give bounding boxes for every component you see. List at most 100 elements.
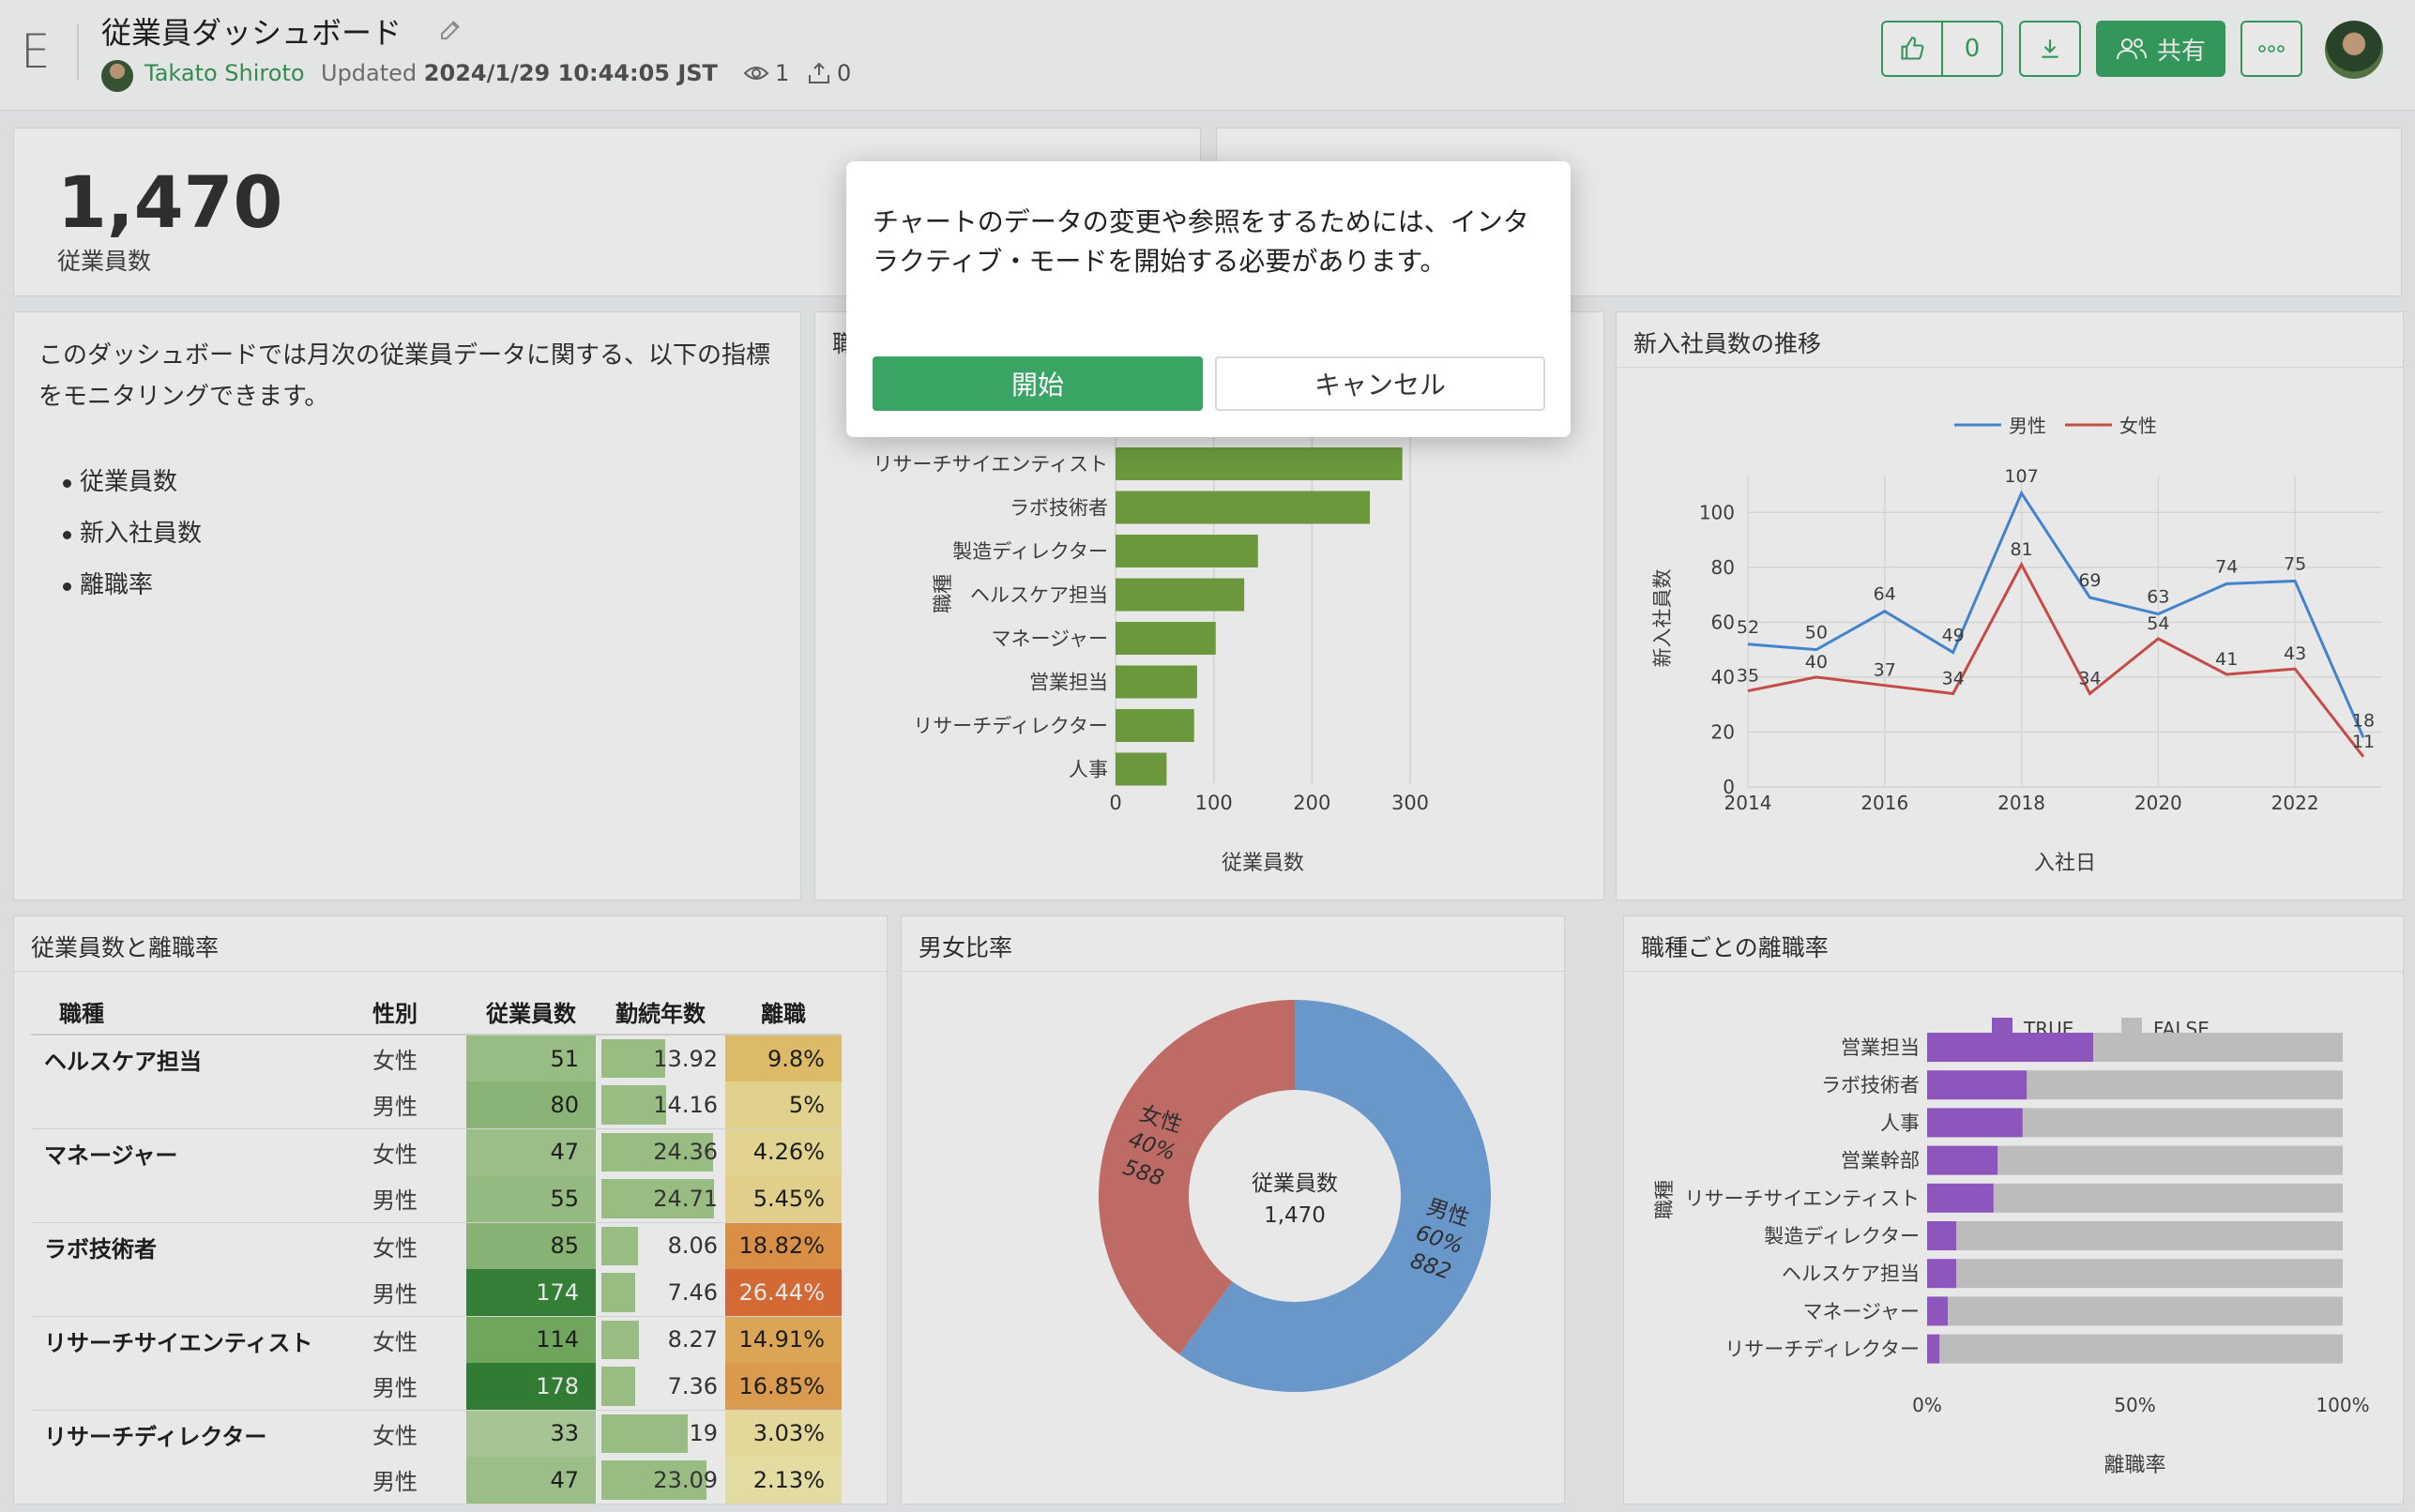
cell-years: 23.09 xyxy=(596,1457,725,1504)
cell-sex: 女性 xyxy=(372,1328,418,1355)
donut-center-label: 従業員数 xyxy=(1252,1172,1338,1196)
bar[interactable] xyxy=(1116,622,1216,655)
cell-sex: 男性 xyxy=(357,1457,466,1504)
bar-segment[interactable] xyxy=(2093,1033,2343,1062)
cell-count: 85 xyxy=(466,1222,596,1269)
cell-attrition: 18.82% xyxy=(725,1222,842,1269)
x-tick-label: 2020 xyxy=(2134,792,2182,814)
bar-segment[interactable] xyxy=(1927,1108,2023,1138)
bar[interactable] xyxy=(1116,709,1194,742)
bar-segment[interactable] xyxy=(1927,1033,2094,1062)
years-bar xyxy=(601,1226,638,1265)
user-avatar[interactable] xyxy=(2325,21,2383,79)
legend-label[interactable]: 女性 xyxy=(2119,415,2157,437)
cell-sex: 男性 xyxy=(357,1175,466,1223)
years-value: 7.36 xyxy=(667,1372,718,1399)
download-button[interactable] xyxy=(2019,21,2081,77)
list-item: 新入社員数 xyxy=(62,508,202,560)
data-label: 81 xyxy=(2010,539,2032,560)
bar-segment[interactable] xyxy=(1927,1183,1994,1213)
cell-sex: 女性 xyxy=(372,1234,418,1262)
years-value: 19 xyxy=(689,1420,718,1447)
y-tick-label: リサーチディレクター xyxy=(913,715,1108,737)
legend-label[interactable]: 男性 xyxy=(2009,415,2046,437)
bar[interactable] xyxy=(1116,578,1245,612)
author-link[interactable]: Takato Shiroto xyxy=(144,60,305,86)
updated-value: 2024/1/29 10:44:05 JST xyxy=(423,60,718,86)
x-axis-title: 入社日 xyxy=(2034,852,2096,875)
table-row: 男性 174 7.46 26.44% xyxy=(31,1269,842,1317)
bar-segment[interactable] xyxy=(1993,1183,2343,1213)
years-value: 24.36 xyxy=(653,1139,718,1166)
table-row: マネージャー 女性 47 24.36 4.26% xyxy=(31,1128,842,1223)
bar[interactable] xyxy=(1116,447,1403,480)
more-options-button[interactable] xyxy=(2240,21,2302,77)
header-count[interactable]: 従業員数 xyxy=(466,990,596,1036)
cell-count: 80 xyxy=(466,1081,596,1129)
x-tick-label: 50% xyxy=(2114,1394,2155,1416)
bar-segment[interactable] xyxy=(1927,1296,1949,1326)
header-years[interactable]: 勤続年数 xyxy=(596,990,725,1036)
donut-slice[interactable] xyxy=(1179,1000,1491,1392)
x-tick-label: 200 xyxy=(1293,792,1330,814)
attrition-title: 職種ごとの離職率 xyxy=(1641,934,1829,961)
cell-years: 19 xyxy=(596,1410,725,1457)
data-label: 40 xyxy=(1805,652,1828,673)
share-label: 共有 xyxy=(2156,37,2206,66)
like-button[interactable] xyxy=(1883,23,1941,75)
bar[interactable] xyxy=(1116,752,1167,786)
cell-attrition: 2.13% xyxy=(725,1457,842,1504)
x-tick-label: 100% xyxy=(2316,1394,2369,1416)
table-row: リサーチディレクター 女性 33 19 3.03% xyxy=(31,1410,842,1504)
header-sex[interactable]: 性別 xyxy=(357,990,466,1036)
bar-segment[interactable] xyxy=(1927,1259,1957,1289)
x-tick-label: 0 xyxy=(1109,792,1121,814)
bar-segment[interactable] xyxy=(1927,1334,1940,1364)
bar-segment[interactable] xyxy=(2022,1108,2343,1138)
cancel-button[interactable]: キャンセル xyxy=(1215,356,1545,411)
description-text: このダッシュボードでは月次の従業員データに関する、以下の指標をモニタリングできま… xyxy=(38,341,771,411)
donut-slice[interactable] xyxy=(1099,1000,1295,1355)
y-tick-label: 80 xyxy=(1711,556,1735,579)
share-button[interactable]: 共有 xyxy=(2096,21,2225,77)
bar-segment[interactable] xyxy=(2027,1070,2343,1100)
bar-segment[interactable] xyxy=(1927,1070,2028,1100)
y-tick-label: 営業幹部 xyxy=(1841,1150,1920,1172)
data-label: 43 xyxy=(2284,643,2306,664)
cell-count: 174 xyxy=(466,1269,596,1317)
bar-segment[interactable] xyxy=(1948,1296,2343,1326)
app-logo[interactable]: E xyxy=(21,24,79,81)
bar-segment[interactable] xyxy=(1956,1259,2343,1289)
data-label: 11 xyxy=(2352,732,2375,752)
years-bar xyxy=(601,1039,665,1078)
series-line[interactable] xyxy=(1747,561,2365,758)
x-tick-label: 0% xyxy=(1912,1394,1942,1416)
data-label: 69 xyxy=(2078,570,2101,591)
y-tick-label: マネージャー xyxy=(1802,1300,1920,1323)
hire-chart-panel: 新入社員数の推移 0 20 40 60 80 100 2014 2016 2018 2020 202… xyxy=(1616,311,2404,900)
bar[interactable] xyxy=(1116,665,1197,699)
edit-icon[interactable] xyxy=(437,15,465,43)
metrics-list: 従業員数 新入社員数 離職率 xyxy=(62,457,202,612)
years-value: 13.92 xyxy=(653,1045,718,1072)
cell-count: 47 xyxy=(466,1128,596,1175)
start-button[interactable]: 開始 xyxy=(873,356,1203,411)
cell-years: 8.06 xyxy=(596,1222,725,1269)
header-job[interactable]: 職種 xyxy=(31,990,357,1036)
bar-segment[interactable] xyxy=(1939,1334,2343,1364)
table-row: 男性 178 7.36 16.85% xyxy=(31,1363,842,1411)
data-label: 35 xyxy=(1737,666,1759,687)
bar-segment[interactable] xyxy=(1927,1221,1957,1250)
bar[interactable] xyxy=(1116,535,1258,567)
hire-line-chart: 0 20 40 60 80 100 2014 2016 2018 2020 2022 男性 52 50 64… xyxy=(1651,415,2382,875)
header-attrition[interactable]: 離職 xyxy=(725,990,842,1036)
bar-segment[interactable] xyxy=(1997,1145,2343,1175)
series-line[interactable] xyxy=(1747,490,2365,738)
y-axis-title: 職種 xyxy=(1653,1180,1676,1219)
bar-segment[interactable] xyxy=(1956,1221,2343,1250)
bar[interactable] xyxy=(1116,491,1371,524)
bar-segment[interactable] xyxy=(1927,1145,1998,1175)
x-tick-label: 2016 xyxy=(1861,792,1908,814)
cell-job: マネージャー xyxy=(31,1128,357,1223)
